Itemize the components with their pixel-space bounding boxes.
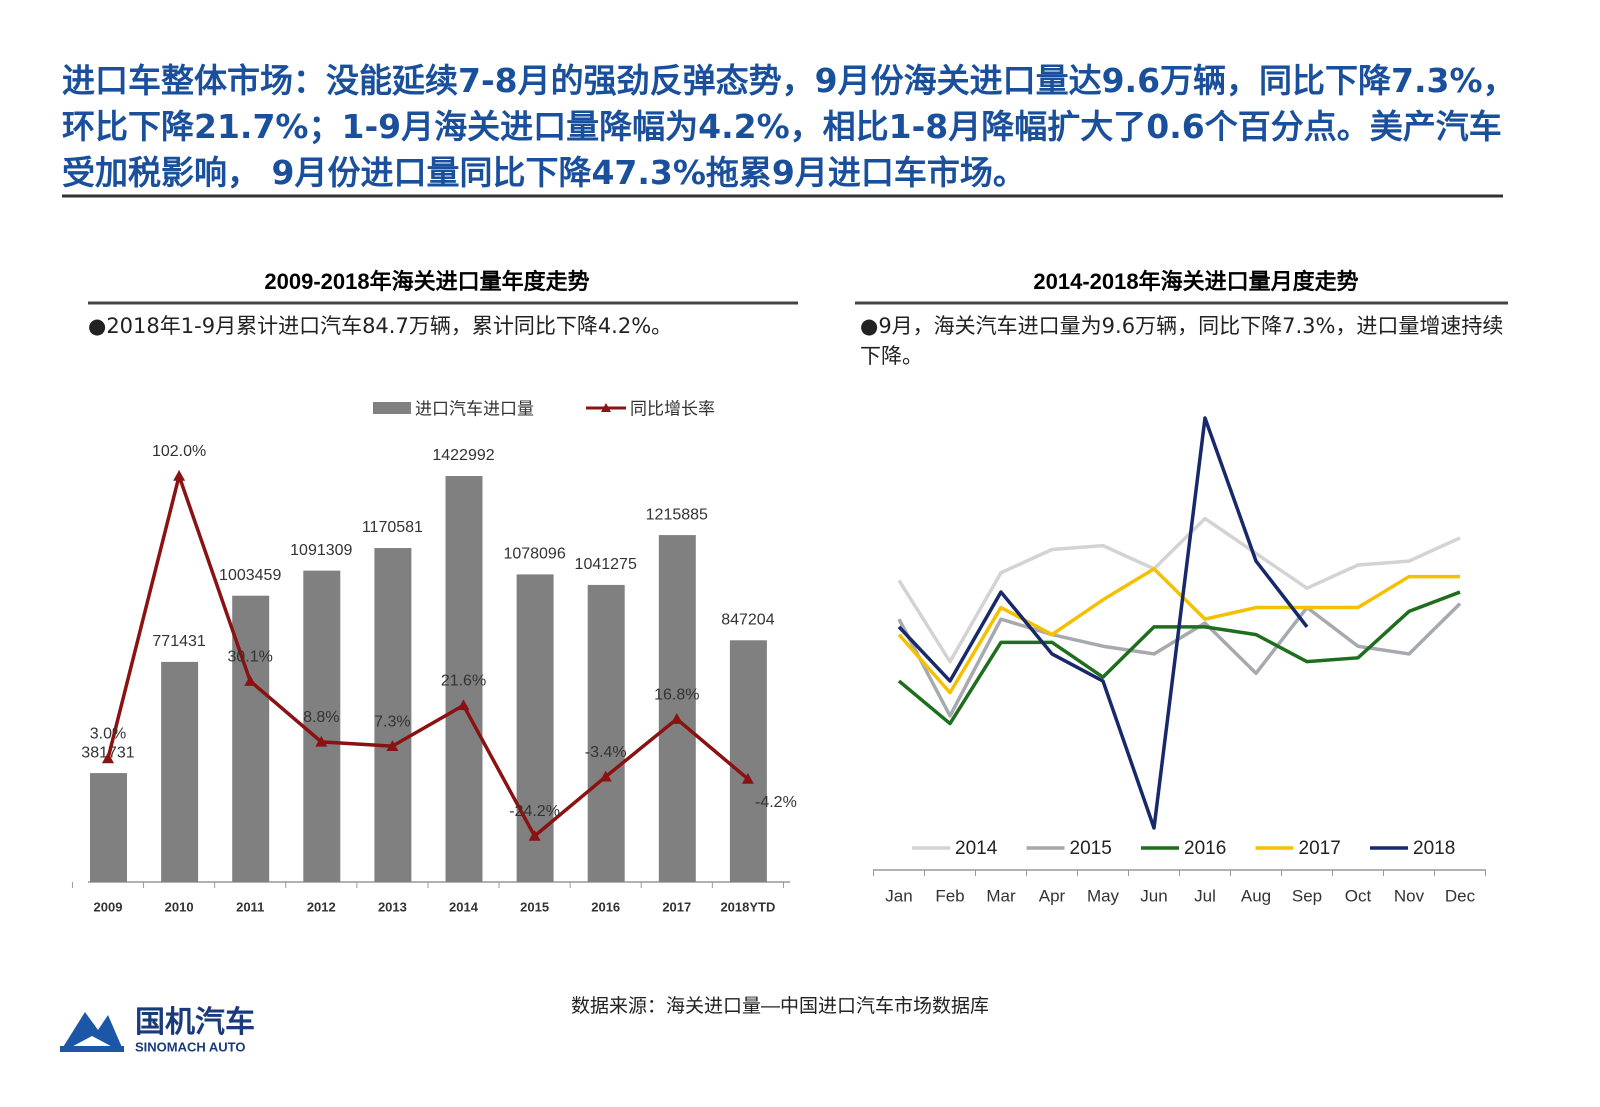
logo-name-en: SINOMACH AUTO: [135, 1039, 246, 1054]
value-label: 3.0%: [90, 726, 126, 743]
bar: [445, 476, 483, 882]
legend-label: 2017: [1299, 838, 1341, 859]
x-tick-label: Jun: [1140, 886, 1167, 905]
line-marker: [528, 830, 541, 841]
legend-label: 2018: [1413, 838, 1455, 859]
legend-label: 2015: [1070, 838, 1112, 859]
bar: [90, 773, 127, 882]
value-label: 7.3%: [374, 713, 410, 730]
legend-label: 进口汽车进口量: [415, 399, 534, 418]
x-tick-label: 2012: [307, 899, 336, 914]
value-label: -24.2%: [509, 803, 560, 820]
chart-note: ●2018年1-9月累计进口汽车84.7万辆，累计同比下降4.2%。: [88, 314, 673, 338]
bar: [587, 584, 625, 882]
series-line: [897, 516, 1461, 664]
value-label: 1215885: [646, 506, 708, 523]
value-label: 21.6%: [441, 673, 486, 690]
value-label: 8.8%: [303, 709, 339, 726]
x-tick-label: 2014: [449, 899, 479, 914]
bar: [658, 535, 696, 882]
chart-title: 2009-2018年海关进口量年度走势: [264, 269, 589, 294]
page-title: 进口车整体市场：没能延续7-8月的强劲反弹态势，9月份海关进口量达9.6万辆，同…: [62, 61, 1516, 192]
x-tick-label: May: [1087, 886, 1120, 905]
x-tick-label: Oct: [1345, 886, 1372, 905]
legend-label: 同比增长率: [630, 399, 715, 418]
series-line: [897, 567, 1460, 695]
x-tick-label: Jan: [885, 886, 912, 905]
value-label: 771431: [152, 633, 205, 650]
legend-label: 2014: [955, 838, 998, 859]
x-tick-label: Dec: [1445, 886, 1476, 905]
logo-mark: [60, 1046, 124, 1052]
x-tick-label: Jul: [1194, 886, 1216, 905]
bar: [516, 574, 554, 882]
x-tick-label: Sep: [1292, 886, 1322, 905]
line-marker: [457, 699, 470, 711]
x-tick-label: 2017: [662, 899, 691, 914]
x-tick-label: Aug: [1241, 886, 1271, 905]
series-line: [897, 416, 1309, 830]
value-label: -4.2%: [755, 794, 797, 811]
line-marker: [670, 713, 683, 724]
value-label: 30.1%: [228, 648, 273, 665]
growth-line: [106, 469, 750, 839]
line-marker: [741, 772, 754, 784]
line-marker: [173, 470, 186, 481]
value-label: 16.8%: [654, 686, 699, 703]
x-tick-label: 2018YTD: [720, 899, 775, 914]
value-label: -3.4%: [585, 744, 627, 761]
logo-mark: [60, 1012, 124, 1052]
line-marker: [102, 752, 114, 764]
x-tick-label: Nov: [1394, 886, 1425, 905]
line-marker: [244, 675, 257, 686]
x-tick-label: 2015: [520, 899, 549, 914]
value-label: 1003459: [219, 567, 281, 584]
line-marker: [315, 735, 328, 747]
legend-swatch: [373, 402, 411, 414]
x-tick-label: 2016: [591, 899, 620, 914]
x-tick-label: Apr: [1039, 886, 1066, 905]
source: 数据来源：海关进口量—中国进口汽车市场数据库: [571, 995, 989, 1017]
bar: [232, 595, 270, 882]
value-label: 1041275: [575, 556, 637, 573]
bar: [729, 640, 767, 882]
series-line: [897, 602, 1462, 718]
x-tick-label: 2010: [165, 899, 194, 914]
value-label: 847204: [721, 611, 774, 628]
bar: [161, 661, 199, 882]
value-label: 1091309: [290, 542, 352, 559]
value-label: 1170581: [362, 519, 423, 536]
x-tick-label: Feb: [935, 886, 964, 905]
x-tick-label: 2011: [236, 899, 264, 914]
line-marker: [599, 770, 612, 782]
legend-label: 2016: [1184, 838, 1226, 859]
logo: 国机汽车 SINOMACH AUTO: [60, 1005, 255, 1054]
chart-title: 2014-2018年海关进口量月度走势: [1033, 269, 1358, 294]
x-tick-label: 2009: [94, 899, 123, 914]
bar: [374, 548, 412, 882]
value-label: 1422992: [432, 447, 494, 464]
x-tick-label: Mar: [986, 886, 1016, 905]
chart-note: ●9月，海关汽车进口量为9.6万辆，同比下降7.3%，进口量增速持续下降。: [860, 314, 1504, 368]
line-marker: [386, 740, 399, 751]
bar: [303, 570, 341, 882]
x-tick-label: 2013: [378, 899, 407, 914]
value-label: 102.0%: [152, 443, 206, 460]
legend-marker: [601, 403, 611, 412]
logo-name: 国机汽车: [135, 1005, 255, 1039]
value-label: 1078096: [503, 546, 565, 563]
